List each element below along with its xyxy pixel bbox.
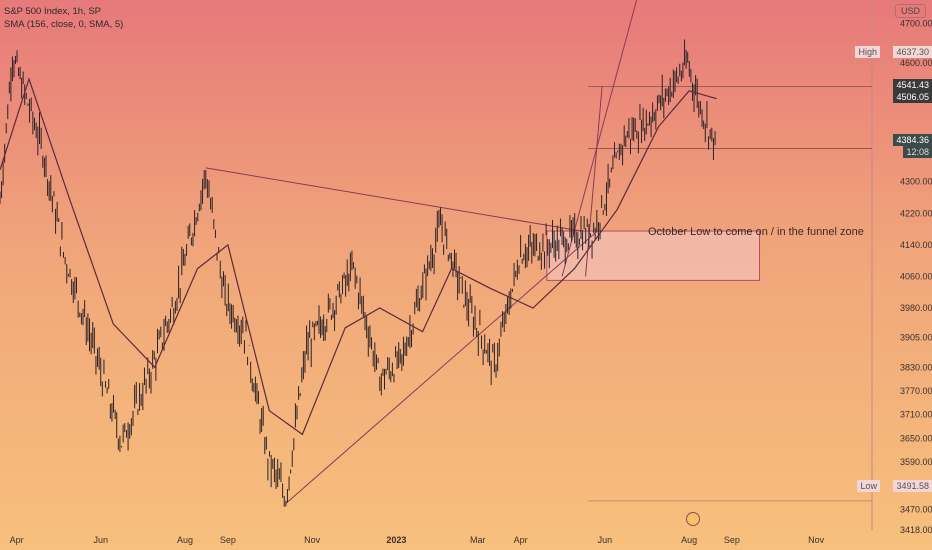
x-tick-label: 2023 [386, 535, 406, 545]
countdown-tag: 12:08 [903, 146, 932, 158]
y-tick-label: 3470.00 [900, 504, 932, 514]
y-tick-label: 4060.00 [900, 271, 932, 281]
x-tick-label: Sep [724, 535, 740, 545]
level-price-tag-1: 4541.43 [893, 79, 932, 91]
low-price-tag: 3491.58 [893, 480, 932, 492]
x-tick-label: Aug [681, 535, 697, 545]
x-tick-label: Aug [177, 535, 193, 545]
annotation-box [546, 230, 761, 281]
y-tick-label: 4140.00 [900, 240, 932, 250]
funnel-trendline [585, 86, 603, 277]
y-tick-label: 3590.00 [900, 457, 932, 467]
candles-group [0, 39, 716, 507]
x-tick-label: Sep [220, 535, 236, 545]
y-tick-label: 3650.00 [900, 433, 932, 443]
x-tick-label: Nov [808, 535, 825, 545]
x-tick-label: Mar [470, 535, 486, 545]
y-tick-label: 3710.00 [900, 410, 932, 420]
high-label: High [855, 46, 880, 58]
x-tick-label: Jun [94, 535, 109, 545]
y-tick-label: 4300.00 [900, 177, 932, 187]
y-tick-label: 3418.00 [900, 525, 932, 535]
lower-trendline [285, 232, 596, 504]
level-price-tag-2: 4506.05 [893, 91, 932, 103]
sma-line [0, 77, 717, 436]
y-tick-label: 3905.00 [900, 333, 932, 343]
currency-button[interactable]: USD [894, 4, 926, 18]
upper-trendline [205, 167, 582, 232]
x-tick-label: Apr [514, 535, 528, 545]
y-tick-label: 3830.00 [900, 362, 932, 372]
annotation-text: October Low to come on / in the funnel z… [648, 226, 864, 238]
y-tick-label: 3980.00 [900, 303, 932, 313]
low-label: Low [857, 480, 880, 492]
y-tick-label: 3770.00 [900, 386, 932, 396]
lightning-icon[interactable]: ⚡ [686, 512, 700, 526]
sma-indicator-label[interactable]: SMA (156, close, 0, SMA, 5) [4, 19, 124, 30]
x-tick-label: Apr [10, 535, 24, 545]
symbol-title: S&P 500 Index, 1h, SP [4, 6, 102, 17]
last-price-tag: 4384.36 [893, 134, 932, 146]
y-tick-label: 4700.00 [900, 19, 932, 29]
y-tick-label: 4220.00 [900, 208, 932, 218]
y-tick-label: 4600.00 [900, 58, 932, 68]
x-tick-label: Nov [304, 535, 321, 545]
x-tick-label: Jun [598, 535, 613, 545]
high-price-tag: 4637.30 [893, 46, 932, 58]
